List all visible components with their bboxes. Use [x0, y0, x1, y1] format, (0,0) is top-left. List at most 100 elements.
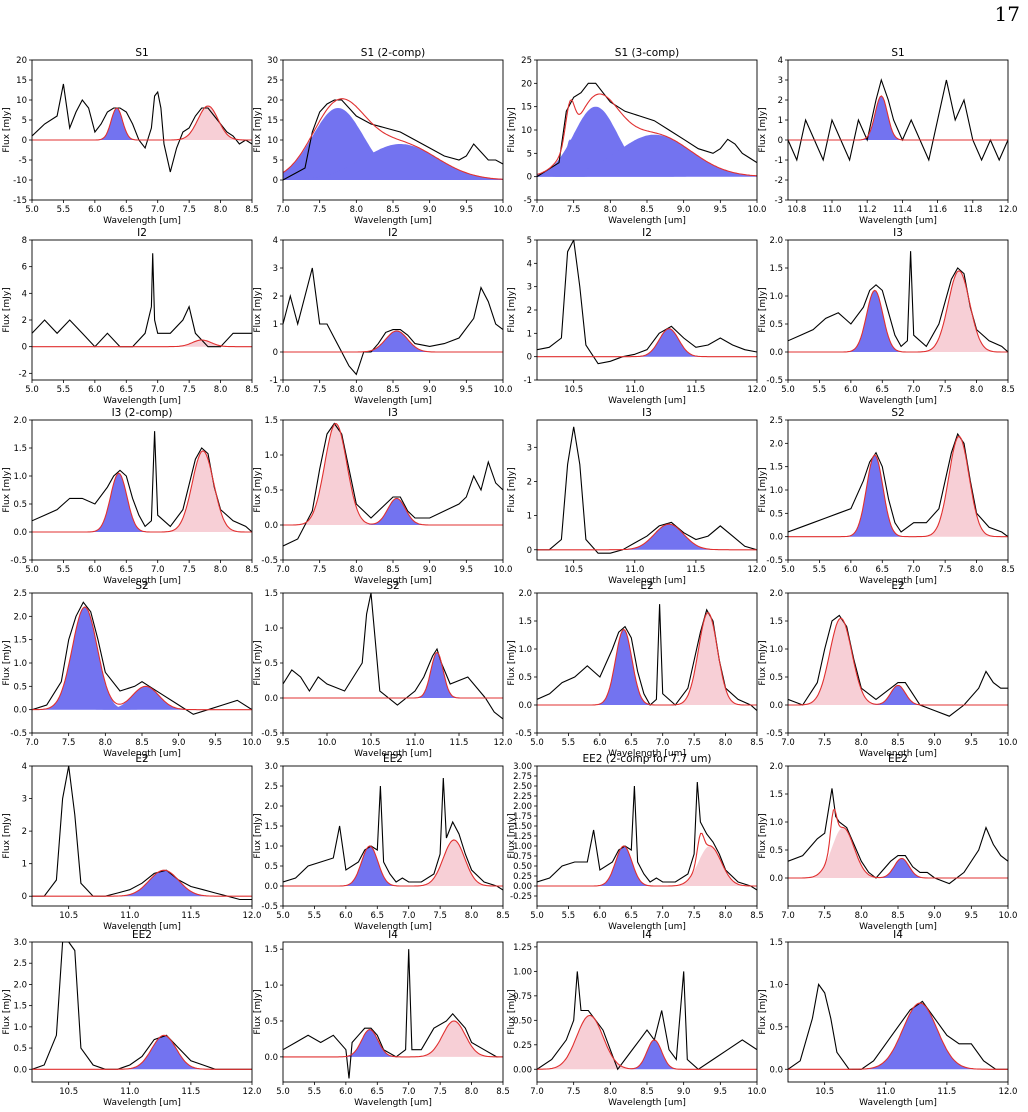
x-tick-label: 7.5 — [567, 205, 581, 215]
y-tick-label: -15 — [13, 196, 27, 206]
y-axis-label: Flux [mJy] — [253, 287, 263, 332]
x-tick-label: 9.5 — [965, 911, 979, 921]
blue-component-fill — [788, 858, 1008, 878]
y-axis-label: Flux [mJy] — [758, 989, 768, 1034]
panel-title: E2 — [891, 580, 904, 592]
x-tick-label: 5.5 — [57, 385, 71, 395]
x-tick-label: 7.0 — [276, 565, 290, 575]
x-tick-label: 8.0 — [350, 565, 364, 575]
y-axis-label: Flux [mJy] — [758, 813, 768, 858]
x-tick-label: 8.5 — [1001, 385, 1015, 395]
spectrum-panel: 5.0 5.5 6.0 6.5 7.0 7.5 8.0 8.5 -0.5 0.0 0.5 1.0 1.5… — [758, 227, 1015, 406]
x-tick-label: 7.5 — [687, 911, 701, 921]
spectrum-panel: 7.0 7.5 8.0 8.5 9.0 9.5 10.0 -0.5 0.0 0.5 1.0 1.5 I3… — [253, 407, 512, 586]
plot-area — [788, 983, 1008, 1070]
pink-component-fill — [32, 106, 252, 140]
y-tick-label: 0.0 — [769, 348, 783, 358]
y-tick-label: 4 — [778, 56, 783, 66]
y-axis-label: Flux [mJy] — [2, 989, 12, 1034]
pink-component-fill — [283, 1021, 503, 1057]
x-axis-label: Wavelength [um] — [354, 749, 432, 759]
y-tick-label: -3 — [775, 196, 783, 206]
x-tick-label: 6.5 — [120, 385, 134, 395]
x-tick-label: 7.5 — [313, 205, 327, 215]
plot-frame — [31, 239, 253, 381]
y-axis-label: Flux [mJy] — [758, 640, 768, 685]
y-tick-label: 2.0 — [518, 589, 532, 599]
fit-line — [788, 435, 1008, 538]
blue-component-fill — [32, 1035, 252, 1070]
y-tick-label: 1.0 — [264, 451, 278, 461]
plot-frame — [282, 765, 504, 907]
x-axis-label: Wavelength [um] — [103, 396, 181, 406]
x-tick-label: 7.0 — [151, 205, 165, 215]
y-tick-label: 2 — [527, 306, 532, 316]
y-tick-label: 1.5 — [264, 416, 278, 426]
y-axis-label: Flux [mJy] — [2, 813, 12, 858]
y-tick-label: 25 — [521, 56, 532, 66]
pink-component-fill — [788, 827, 1008, 878]
y-tick-label: 1.50 — [513, 822, 532, 832]
panel-title: S2 — [891, 407, 904, 419]
y-tick-label: 10 — [16, 96, 27, 106]
x-tick-label: 10.0 — [318, 738, 337, 748]
x-tick-label: 9.0 — [423, 385, 437, 395]
x-tick-label: 12.0 — [748, 385, 767, 395]
y-tick-label: 2.25 — [513, 792, 532, 802]
y-tick-label: 1.5 — [769, 617, 783, 627]
plot-frame — [787, 941, 1009, 1083]
y-tick-label: -5 — [19, 156, 27, 166]
x-tick-label: 5.0 — [781, 385, 795, 395]
y-tick-label: 1.5 — [13, 636, 27, 646]
blue-component-fill — [32, 686, 252, 710]
y-tick-label: 3 — [527, 443, 532, 453]
y-tick-label: 0 — [273, 348, 278, 358]
spectrum-panel: 7.0 7.5 8.0 8.5 9.0 9.5 10.0 -1 0 1 2 3 4 I2 Wavelengt… — [253, 227, 512, 406]
plot-area — [537, 240, 757, 365]
x-tick-label: 8.5 — [891, 911, 905, 921]
x-tick-label: 11.0 — [823, 205, 842, 215]
spectrum-line — [283, 777, 503, 891]
y-tick-label: 2.0 — [769, 589, 783, 599]
x-tick-label: 7.0 — [151, 385, 165, 395]
y-tick-label: 0 — [273, 176, 278, 186]
plot-frame — [31, 941, 253, 1083]
y-tick-label: 0.0 — [13, 1065, 27, 1075]
y-tick-label: 5 — [22, 116, 27, 126]
y-tick-label: 0.0 — [264, 1053, 278, 1063]
y-tick-label: -0.5 — [766, 556, 783, 566]
x-tick-label: 9.0 — [172, 738, 186, 748]
blue-component-fill — [537, 134, 757, 177]
x-tick-label: 7.0 — [656, 738, 670, 748]
spectrum-line — [537, 781, 757, 891]
spectrum-line — [788, 983, 1008, 1070]
panel-title: I3 — [388, 407, 398, 419]
spectrum-line — [32, 83, 252, 173]
spectrum-panel: 10.5 11.0 11.5 12.0 -1 0 1 2 3 4 5 I2 Wavelength [um… — [507, 227, 766, 406]
y-tick-label: 1.5 — [264, 589, 278, 599]
blue-component-fill — [283, 108, 503, 180]
y-tick-label: 0.25 — [513, 1041, 532, 1051]
x-tick-label: 11.0 — [120, 911, 139, 921]
y-tick-label: 2.5 — [13, 589, 27, 599]
blue-component-fill — [537, 524, 757, 550]
fit-line — [283, 1020, 503, 1058]
page-number: 17 — [994, 2, 1020, 26]
y-tick-label: 3.0 — [13, 938, 27, 948]
spectrum-panel: 5.0 5.5 6.0 6.5 7.0 7.5 8.0 8.5 -0.5 0.0 0.5 1.0 1.5… — [253, 753, 510, 932]
x-tick-label: 12.0 — [999, 205, 1018, 215]
y-tick-label: 1 — [273, 320, 278, 330]
y-tick-label: 1 — [527, 329, 532, 339]
x-tick-label: 8.0 — [214, 565, 228, 575]
x-tick-label: 8.5 — [891, 738, 905, 748]
x-tick-label: 7.0 — [25, 738, 39, 748]
x-tick-label: 10.0 — [243, 738, 262, 748]
x-tick-label: 10.0 — [748, 205, 767, 215]
fit-line — [32, 339, 252, 348]
fit-line — [788, 1002, 1008, 1070]
x-tick-label: 11.5 — [686, 385, 705, 395]
panel-title: I4 — [893, 929, 903, 941]
x-tick-label: 11.5 — [937, 1087, 956, 1097]
y-tick-label: 1.0 — [769, 645, 783, 655]
x-tick-label: 6.0 — [339, 1087, 353, 1097]
